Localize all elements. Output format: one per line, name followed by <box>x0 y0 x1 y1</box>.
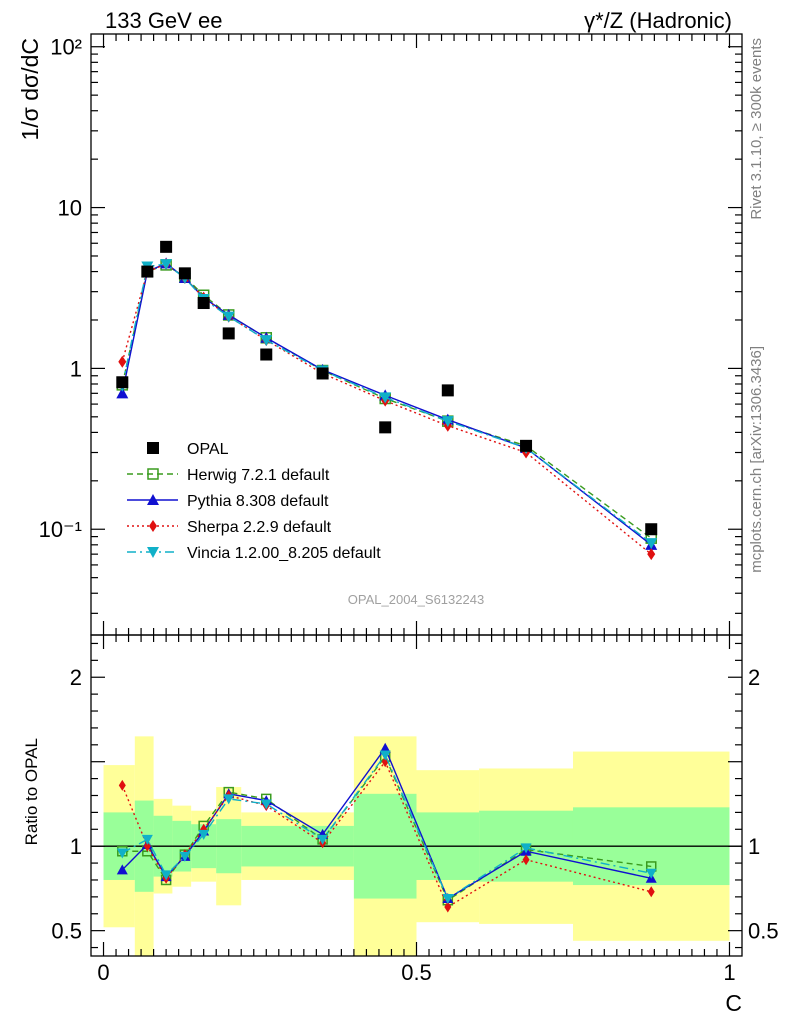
main-point-vincia <box>645 538 658 550</box>
main-point-sherpa <box>118 355 127 368</box>
header-left: 133 GeV ee <box>105 8 222 33</box>
ratio-point-vincia <box>442 894 454 905</box>
main-y-tick-label-1: 1 <box>70 356 82 381</box>
main-point-vincia <box>222 311 235 323</box>
ratio-y-tick-label-0: 0.5 <box>51 919 82 944</box>
main-point-vincia <box>160 259 173 271</box>
x-axis-label: C <box>725 990 742 1016</box>
legend: OPAL Herwig 7.2.1 default Pythia 8.308 def… <box>127 441 381 562</box>
x-tick-label-1: 0.5 <box>401 960 432 985</box>
main-point-opal <box>645 523 658 536</box>
ratio-point-vincia <box>223 794 235 805</box>
main-y-tick-label-0: 10⁻¹ <box>39 517 82 542</box>
ratio-point-sherpa <box>444 901 452 913</box>
main-point-pythia <box>116 387 129 399</box>
main-point-vincia <box>441 416 454 428</box>
ratio-point-vincia <box>198 829 210 840</box>
x-tick-label-2: 1 <box>723 960 735 985</box>
main-point-opal <box>197 297 210 310</box>
ratio-point-vincia <box>160 870 172 881</box>
ratio-y-axis-label: Ratio to OPAL <box>22 738 41 845</box>
ratio-point-vincia <box>379 750 391 761</box>
ratio-point-pythia <box>379 742 391 753</box>
legend-label-herwig: Herwig 7.2.1 default <box>187 467 330 484</box>
ratio-point-vincia <box>645 868 657 879</box>
legend-marker-opal <box>147 442 159 454</box>
main-point-opal <box>222 327 235 340</box>
main-point-sherpa <box>647 548 656 561</box>
legend-label-pythia: Pythia 8.308 default <box>187 493 329 510</box>
ratio-point-vincia <box>260 799 272 810</box>
analysis-watermark: OPAL_2004_S6132243 <box>348 592 484 607</box>
main-point-opal <box>116 376 129 389</box>
data-series <box>116 240 658 913</box>
main-point-opal <box>441 384 454 397</box>
ratio-point-vincia <box>116 848 128 859</box>
main-point-opal <box>178 267 191 280</box>
legend-label-sherpa: Sherpa 2.2.9 default <box>187 519 332 536</box>
ratio-point-sherpa <box>118 779 126 791</box>
ratio-point-vincia <box>520 843 532 854</box>
legend-marker-vincia <box>147 547 159 558</box>
legend-label-vincia: Vincia 1.2.00_8.205 default <box>187 545 381 562</box>
ratio-line-vincia <box>121 753 652 900</box>
main-point-opal <box>379 421 392 434</box>
ratio-y-tick-label-2: 2 <box>70 665 82 690</box>
mcplots-label: mcplots.cern.ch [arXiv:1306.3436] <box>748 346 765 573</box>
legend-label-opal: OPAL <box>187 441 229 458</box>
main-point-opal <box>160 240 173 253</box>
main-point-opal <box>316 367 329 380</box>
x-tick-label-0: 0 <box>97 960 109 985</box>
main-y-tick-label-2: 10 <box>58 196 82 221</box>
ratio-y-tick-label-right-2: 2 <box>748 665 760 690</box>
main-point-opal <box>520 439 533 452</box>
ratio-point-vincia <box>141 834 153 845</box>
ratio-point-vincia <box>179 851 191 862</box>
ratio-y-tick-label-right-0: 0.5 <box>748 919 779 944</box>
ratio-point-pythia <box>116 864 128 875</box>
ratio-point-sherpa <box>647 886 655 898</box>
rivet-version-label: Rivet 3.1.10, ≥ 300k events <box>748 38 765 220</box>
main-point-vincia <box>260 335 273 347</box>
main-point-opal <box>141 265 154 278</box>
ratio-y-tick-label-1: 1 <box>70 834 82 859</box>
legend-marker-pythia <box>147 494 159 505</box>
main-y-tick-label-3: 10² <box>50 35 82 60</box>
axis-ticks: 10⁻¹ 1 10 10² 0 0.5 1 0.5 0.5 1 1 2 2 <box>39 34 779 985</box>
ratio-y-tick-label-right-1: 1 <box>748 834 760 859</box>
main-point-opal <box>260 348 273 361</box>
legend-marker-sherpa <box>149 520 157 532</box>
main-line-vincia <box>121 263 652 544</box>
legend-marker-herwig <box>147 468 159 480</box>
ratio-point-vincia <box>317 834 329 845</box>
main-point-vincia <box>379 392 392 404</box>
main-y-axis-label: 1/σ dσ/dC <box>17 38 43 141</box>
ratio-point-sherpa <box>522 854 530 866</box>
header-right: γ*/Z (Hadronic) <box>584 8 732 33</box>
